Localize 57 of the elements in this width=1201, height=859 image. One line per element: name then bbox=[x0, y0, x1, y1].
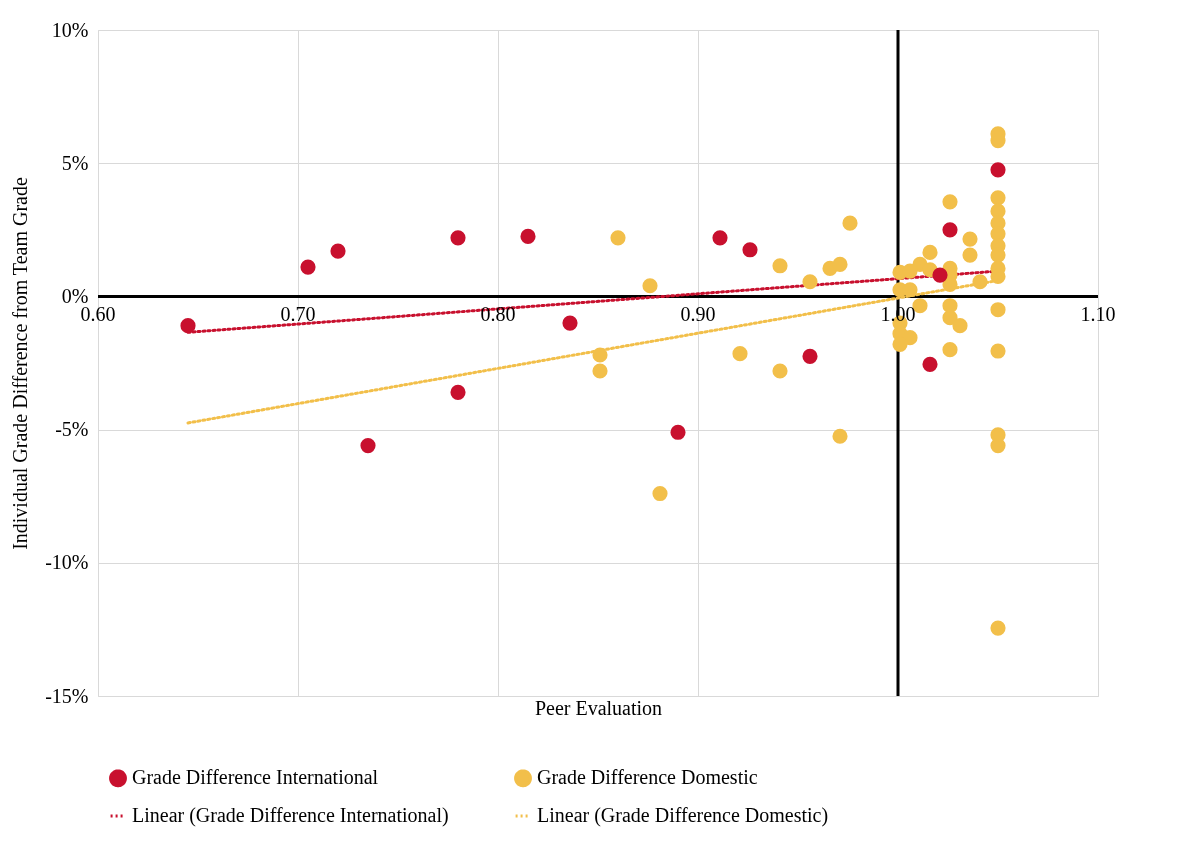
point bbox=[942, 194, 958, 210]
point bbox=[670, 424, 686, 440]
point bbox=[990, 438, 1006, 454]
y-tick-label: 5% bbox=[61, 151, 89, 174]
point bbox=[990, 162, 1006, 178]
point bbox=[932, 267, 948, 283]
point bbox=[772, 258, 788, 274]
legend-label: Linear (Grade Difference Domestic) bbox=[537, 804, 829, 827]
point bbox=[902, 263, 918, 279]
point bbox=[772, 363, 788, 379]
point bbox=[990, 190, 1006, 206]
point bbox=[832, 428, 848, 444]
point bbox=[642, 278, 658, 294]
y-axis-title: Individual Grade Difference from Team Grade bbox=[9, 177, 32, 550]
y-tick-label: -10% bbox=[45, 551, 89, 574]
point bbox=[712, 230, 728, 246]
point bbox=[990, 620, 1006, 636]
point bbox=[592, 347, 608, 363]
point bbox=[922, 356, 938, 372]
point bbox=[562, 315, 578, 331]
x-axis-title: Peer Evaluation bbox=[534, 696, 663, 719]
point bbox=[942, 342, 958, 358]
point bbox=[450, 230, 466, 246]
point bbox=[802, 274, 818, 290]
legend-label: Linear (Grade Difference International) bbox=[132, 804, 449, 827]
point bbox=[832, 256, 848, 272]
point bbox=[942, 222, 958, 238]
point bbox=[990, 343, 1006, 359]
x-tick-label: 0.90 bbox=[680, 303, 716, 326]
legend-label: Grade Difference International bbox=[132, 766, 379, 789]
point bbox=[520, 228, 536, 245]
point bbox=[952, 318, 968, 334]
x-tick-label: 1.10 bbox=[1080, 303, 1116, 326]
point bbox=[330, 243, 346, 259]
point bbox=[300, 259, 316, 275]
point bbox=[180, 318, 196, 334]
point bbox=[922, 244, 938, 261]
point bbox=[942, 310, 958, 326]
y-tick-label: -15% bbox=[45, 684, 89, 707]
point bbox=[990, 302, 1006, 318]
point bbox=[652, 485, 668, 502]
x-tick-label: 0.70 bbox=[280, 303, 316, 326]
point bbox=[610, 230, 626, 246]
point bbox=[742, 242, 758, 258]
point bbox=[802, 348, 818, 364]
point bbox=[360, 438, 376, 454]
point bbox=[732, 346, 748, 362]
point bbox=[962, 247, 978, 263]
y-tick-label: 10% bbox=[51, 18, 89, 41]
x-tick-label: 0.80 bbox=[480, 303, 516, 326]
point bbox=[962, 231, 978, 247]
point bbox=[450, 384, 466, 400]
point bbox=[842, 215, 858, 231]
point bbox=[972, 274, 988, 290]
point bbox=[592, 363, 608, 379]
y-tick-label: -5% bbox=[55, 418, 89, 441]
legend-label: Grade Difference Domestic bbox=[537, 766, 758, 789]
